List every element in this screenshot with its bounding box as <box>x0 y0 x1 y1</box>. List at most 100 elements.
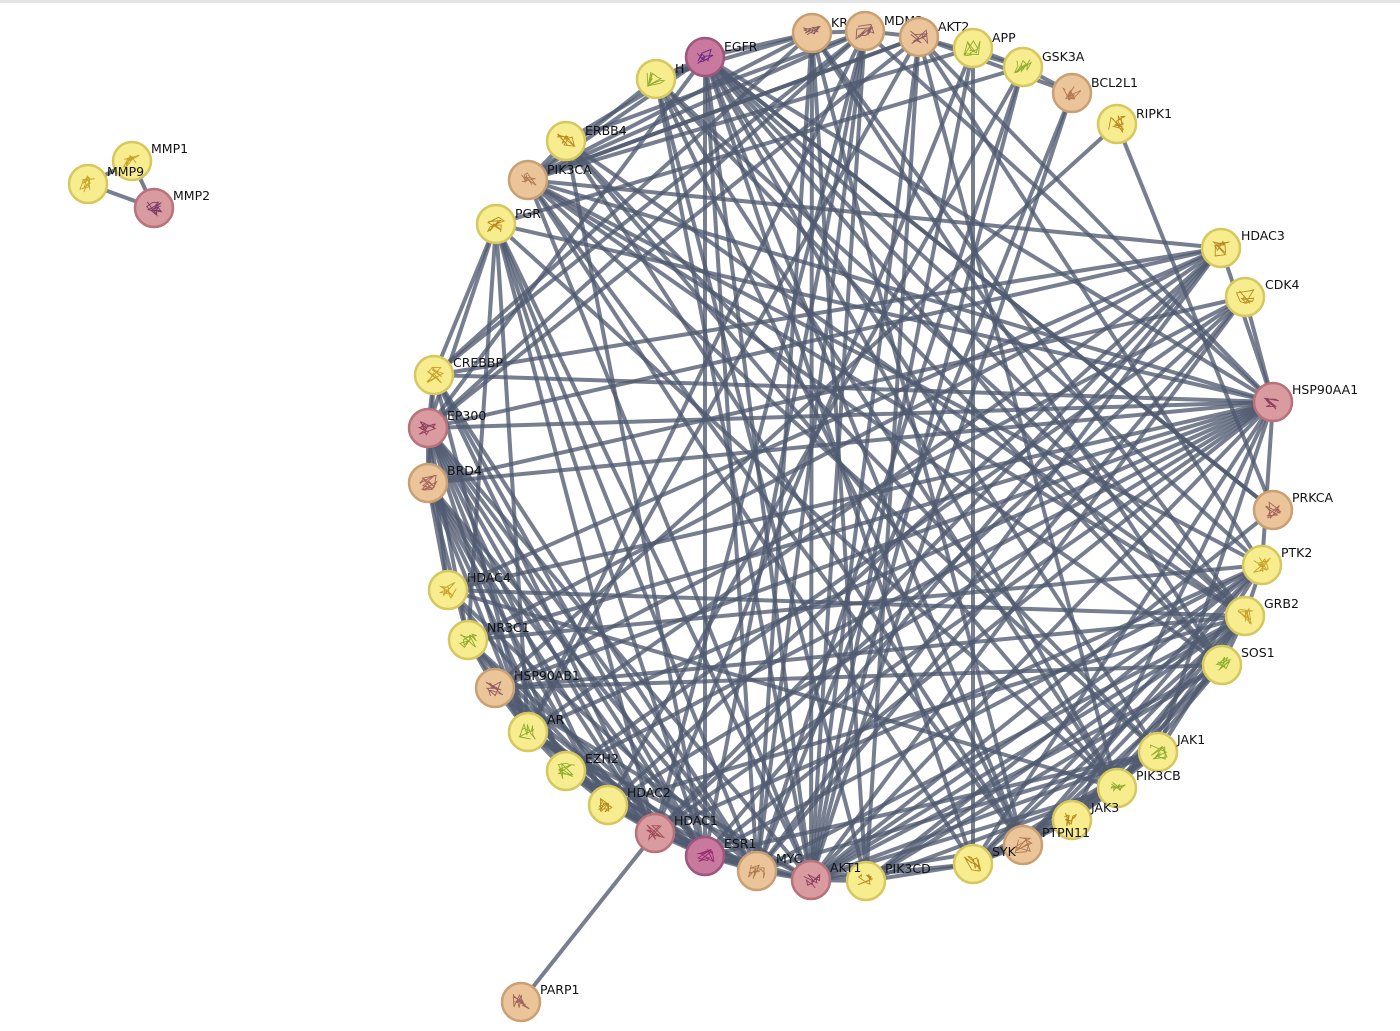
protein-structure-icon <box>1014 59 1032 74</box>
protein-structure-icon <box>1212 240 1230 257</box>
node-circle[interactable] <box>545 750 587 792</box>
node-brd4[interactable]: BRD4 <box>407 462 482 504</box>
edge-mdm2-ep300 <box>426 29 867 430</box>
protein-structure-icon <box>646 824 666 841</box>
edge-hsp90aa1-ptk2 <box>1260 400 1275 567</box>
edge-pgr-hdac1 <box>494 222 657 835</box>
node-sos1[interactable]: SOS1 <box>1201 644 1275 686</box>
edge-crebbp-hdac1 <box>432 373 657 835</box>
node-circle[interactable] <box>952 27 994 69</box>
node-bcl2l1[interactable]: BCL2L1 <box>1051 72 1138 114</box>
edge-sos1-akt1 <box>809 663 1224 882</box>
node-circle[interactable] <box>1252 489 1294 531</box>
node-circle[interactable] <box>507 711 549 753</box>
node-label: NR3C1 <box>487 620 530 635</box>
node-hdac4[interactable]: HDAC4 <box>427 569 511 611</box>
edge-brd4-esr1 <box>426 481 707 858</box>
node-circle[interactable] <box>1002 824 1044 866</box>
protein-structure-icon <box>518 722 536 740</box>
node-syk[interactable]: SYK <box>952 843 1017 885</box>
protein-structure-icon <box>910 29 929 45</box>
node-circle[interactable] <box>111 140 153 182</box>
node-app[interactable]: APP <box>952 27 1016 69</box>
node-pik3cb[interactable]: PIK3CB <box>1096 767 1181 809</box>
node-erbb4[interactable]: ERBB4 <box>545 120 627 162</box>
node-ep300[interactable]: EP300 <box>407 407 486 449</box>
node-crebbp[interactable]: CREBBP <box>413 354 503 396</box>
node-label: MMP9 <box>107 164 144 179</box>
node-hsp90ab1[interactable]: HSP90AB1 <box>474 667 580 709</box>
node-label: PGR <box>515 206 541 221</box>
node-circle[interactable] <box>635 58 677 100</box>
node-myc[interactable]: MYC <box>736 850 803 892</box>
node-akt2[interactable]: AKT2 <box>898 16 969 58</box>
node-label: HSP90AB1 <box>514 668 580 683</box>
protein-structure-icon <box>748 864 766 879</box>
node-pgr[interactable]: PGR <box>475 203 541 245</box>
node-hdac3[interactable]: HDAC3 <box>1200 227 1285 269</box>
node-egfr[interactable]: EGFR <box>684 36 758 78</box>
node-circle[interactable] <box>407 407 449 449</box>
node-circle[interactable] <box>1200 227 1242 269</box>
protein-structure-icon <box>1253 557 1271 573</box>
edge-parp1-hdac1 <box>519 831 657 1004</box>
node-mmp9[interactable]: MMP9 <box>67 163 144 205</box>
node-ripk1[interactable]: RIPK1 <box>1096 103 1172 145</box>
edge-hsp90aa1-brd4 <box>426 400 1275 485</box>
node-hdac2[interactable]: HDAC2 <box>587 784 671 826</box>
edge-hsp90aa1-nr3c1 <box>466 400 1275 642</box>
node-label: PTK2 <box>1281 545 1312 560</box>
protein-structure-icon <box>1064 812 1078 827</box>
protein-structure-icon <box>1265 501 1282 519</box>
edge-hsp90ab1-akt1 <box>493 686 813 882</box>
edge-ep300-hsp90aa1 <box>426 400 1275 430</box>
protein-structure-icon <box>1150 744 1168 760</box>
node-label: PRKCA <box>1292 490 1333 505</box>
node-jak3[interactable]: JAK3 <box>1051 799 1119 841</box>
protein-structure-icon <box>802 25 821 36</box>
protein-structure-icon <box>419 474 438 491</box>
node-circle[interactable] <box>545 120 587 162</box>
node-circle[interactable] <box>844 10 886 52</box>
node-circle[interactable] <box>952 843 994 885</box>
node-hdac1[interactable]: HDAC1 <box>634 812 718 854</box>
node-grb2[interactable]: GRB2 <box>1224 595 1299 637</box>
edge-sos1-hsp90ab1 <box>493 663 1224 690</box>
edge-cdk4-ezh2 <box>564 295 1247 773</box>
node-label: AKT2 <box>938 19 969 34</box>
node-gsk3a[interactable]: GSK3A <box>1002 46 1085 88</box>
node-label: HDAC3 <box>1241 228 1285 243</box>
node-ptk2[interactable]: PTK2 <box>1241 544 1312 586</box>
edge-erbb4-jak1 <box>564 139 1160 754</box>
protein-structure-icon <box>459 633 477 648</box>
protein-structure-icon <box>803 873 821 889</box>
node-akt1[interactable]: AKT1 <box>790 859 861 901</box>
edge-cdk4-hdac1 <box>653 295 1247 835</box>
edge-akt2-bcl2l1 <box>917 35 1074 95</box>
node-jak1[interactable]: JAK1 <box>1137 731 1205 773</box>
node-mmp2[interactable]: MMP2 <box>133 187 210 229</box>
node-nr3c1[interactable]: NR3C1 <box>447 619 530 661</box>
node-ptpn11[interactable]: PTPN11 <box>1002 824 1090 866</box>
node-hras[interactable]: H <box>635 58 684 100</box>
edge-cdk4-myc <box>755 295 1247 873</box>
node-cdk4[interactable]: CDK4 <box>1224 276 1300 318</box>
node-pik3cd[interactable]: PIK3CD <box>845 860 931 902</box>
node-ar[interactable]: AR <box>507 711 565 753</box>
node-label: HDAC4 <box>467 570 511 585</box>
protein-structure-icon <box>1108 114 1126 134</box>
node-esr1[interactable]: ESR1 <box>684 835 756 877</box>
node-circle[interactable] <box>1252 381 1294 423</box>
edge-pik3ca-hdac3 <box>526 178 1223 250</box>
node-mmp1[interactable]: MMP1 <box>111 140 188 182</box>
node-prkca[interactable]: PRKCA <box>1252 489 1333 531</box>
node-hsp90aa1[interactable]: HSP90AA1 <box>1252 381 1358 423</box>
node-circle[interactable] <box>1137 731 1179 773</box>
edge-grb2-hsp90ab1 <box>493 614 1247 690</box>
edge-grb2-hdac2 <box>606 614 1247 807</box>
node-ezh2[interactable]: EZH2 <box>545 750 619 792</box>
node-parp1[interactable]: PARP1 <box>500 981 579 1023</box>
node-label: CDK4 <box>1265 277 1300 292</box>
edge-jak1-akt1 <box>809 750 1160 882</box>
node-pik3ca[interactable]: PIK3CA <box>507 159 592 201</box>
